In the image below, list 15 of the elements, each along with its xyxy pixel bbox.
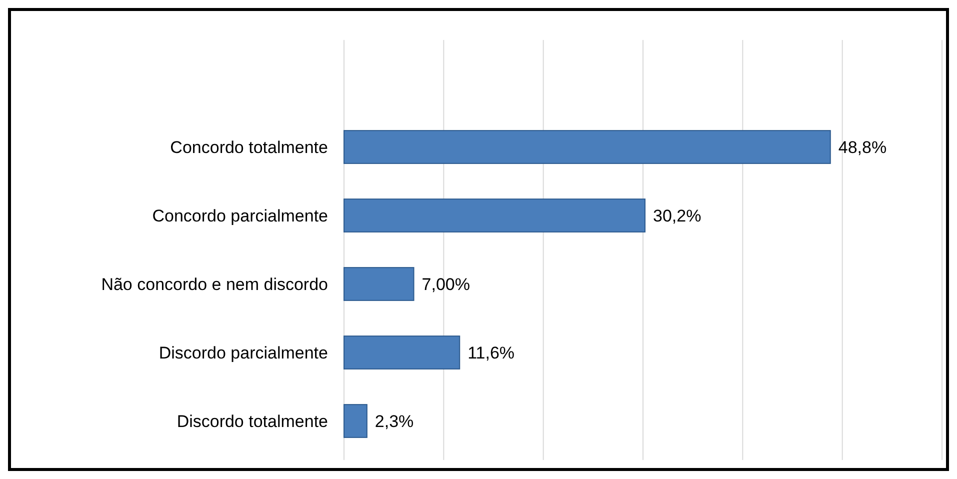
data-label: 11,6% <box>468 343 515 362</box>
y-tick-label: Discordo parcialmente <box>158 343 328 362</box>
bar <box>344 336 460 370</box>
y-tick-label: Discordo totalmente <box>176 412 328 431</box>
data-label: 7,00% <box>422 274 470 294</box>
data-label: 2,3% <box>374 412 414 431</box>
y-tick-label: Concordo parcialmente <box>152 206 328 226</box>
bar <box>344 404 368 438</box>
bar <box>344 130 831 164</box>
bar <box>344 198 646 232</box>
y-tick-label: Concordo totalmente <box>170 138 328 157</box>
data-label: 30,2% <box>652 206 702 226</box>
data-label: 48,8% <box>838 138 887 157</box>
y-tick-label: Não concordo e nem discordo <box>101 274 328 294</box>
bar <box>344 267 414 301</box>
